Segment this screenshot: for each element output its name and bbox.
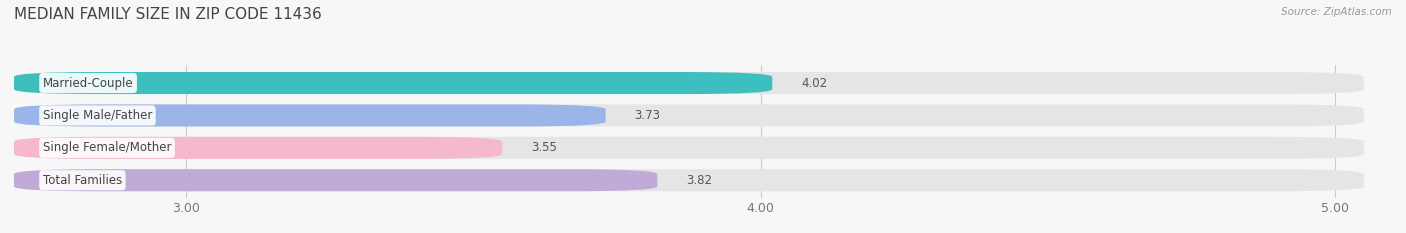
FancyBboxPatch shape bbox=[14, 137, 502, 159]
Text: Single Female/Mother: Single Female/Mother bbox=[42, 141, 172, 154]
Text: 3.55: 3.55 bbox=[531, 141, 557, 154]
FancyBboxPatch shape bbox=[14, 72, 1364, 94]
FancyBboxPatch shape bbox=[14, 104, 1364, 127]
FancyBboxPatch shape bbox=[14, 169, 658, 191]
Text: Single Male/Father: Single Male/Father bbox=[42, 109, 152, 122]
FancyBboxPatch shape bbox=[14, 169, 1364, 191]
Text: 3.82: 3.82 bbox=[686, 174, 711, 187]
FancyBboxPatch shape bbox=[14, 72, 772, 94]
Text: MEDIAN FAMILY SIZE IN ZIP CODE 11436: MEDIAN FAMILY SIZE IN ZIP CODE 11436 bbox=[14, 7, 322, 22]
Text: 4.02: 4.02 bbox=[801, 77, 827, 89]
Text: Source: ZipAtlas.com: Source: ZipAtlas.com bbox=[1281, 7, 1392, 17]
Text: 3.73: 3.73 bbox=[634, 109, 661, 122]
Text: Total Families: Total Families bbox=[42, 174, 122, 187]
Text: Married-Couple: Married-Couple bbox=[42, 77, 134, 89]
FancyBboxPatch shape bbox=[14, 104, 606, 127]
FancyBboxPatch shape bbox=[14, 137, 1364, 159]
